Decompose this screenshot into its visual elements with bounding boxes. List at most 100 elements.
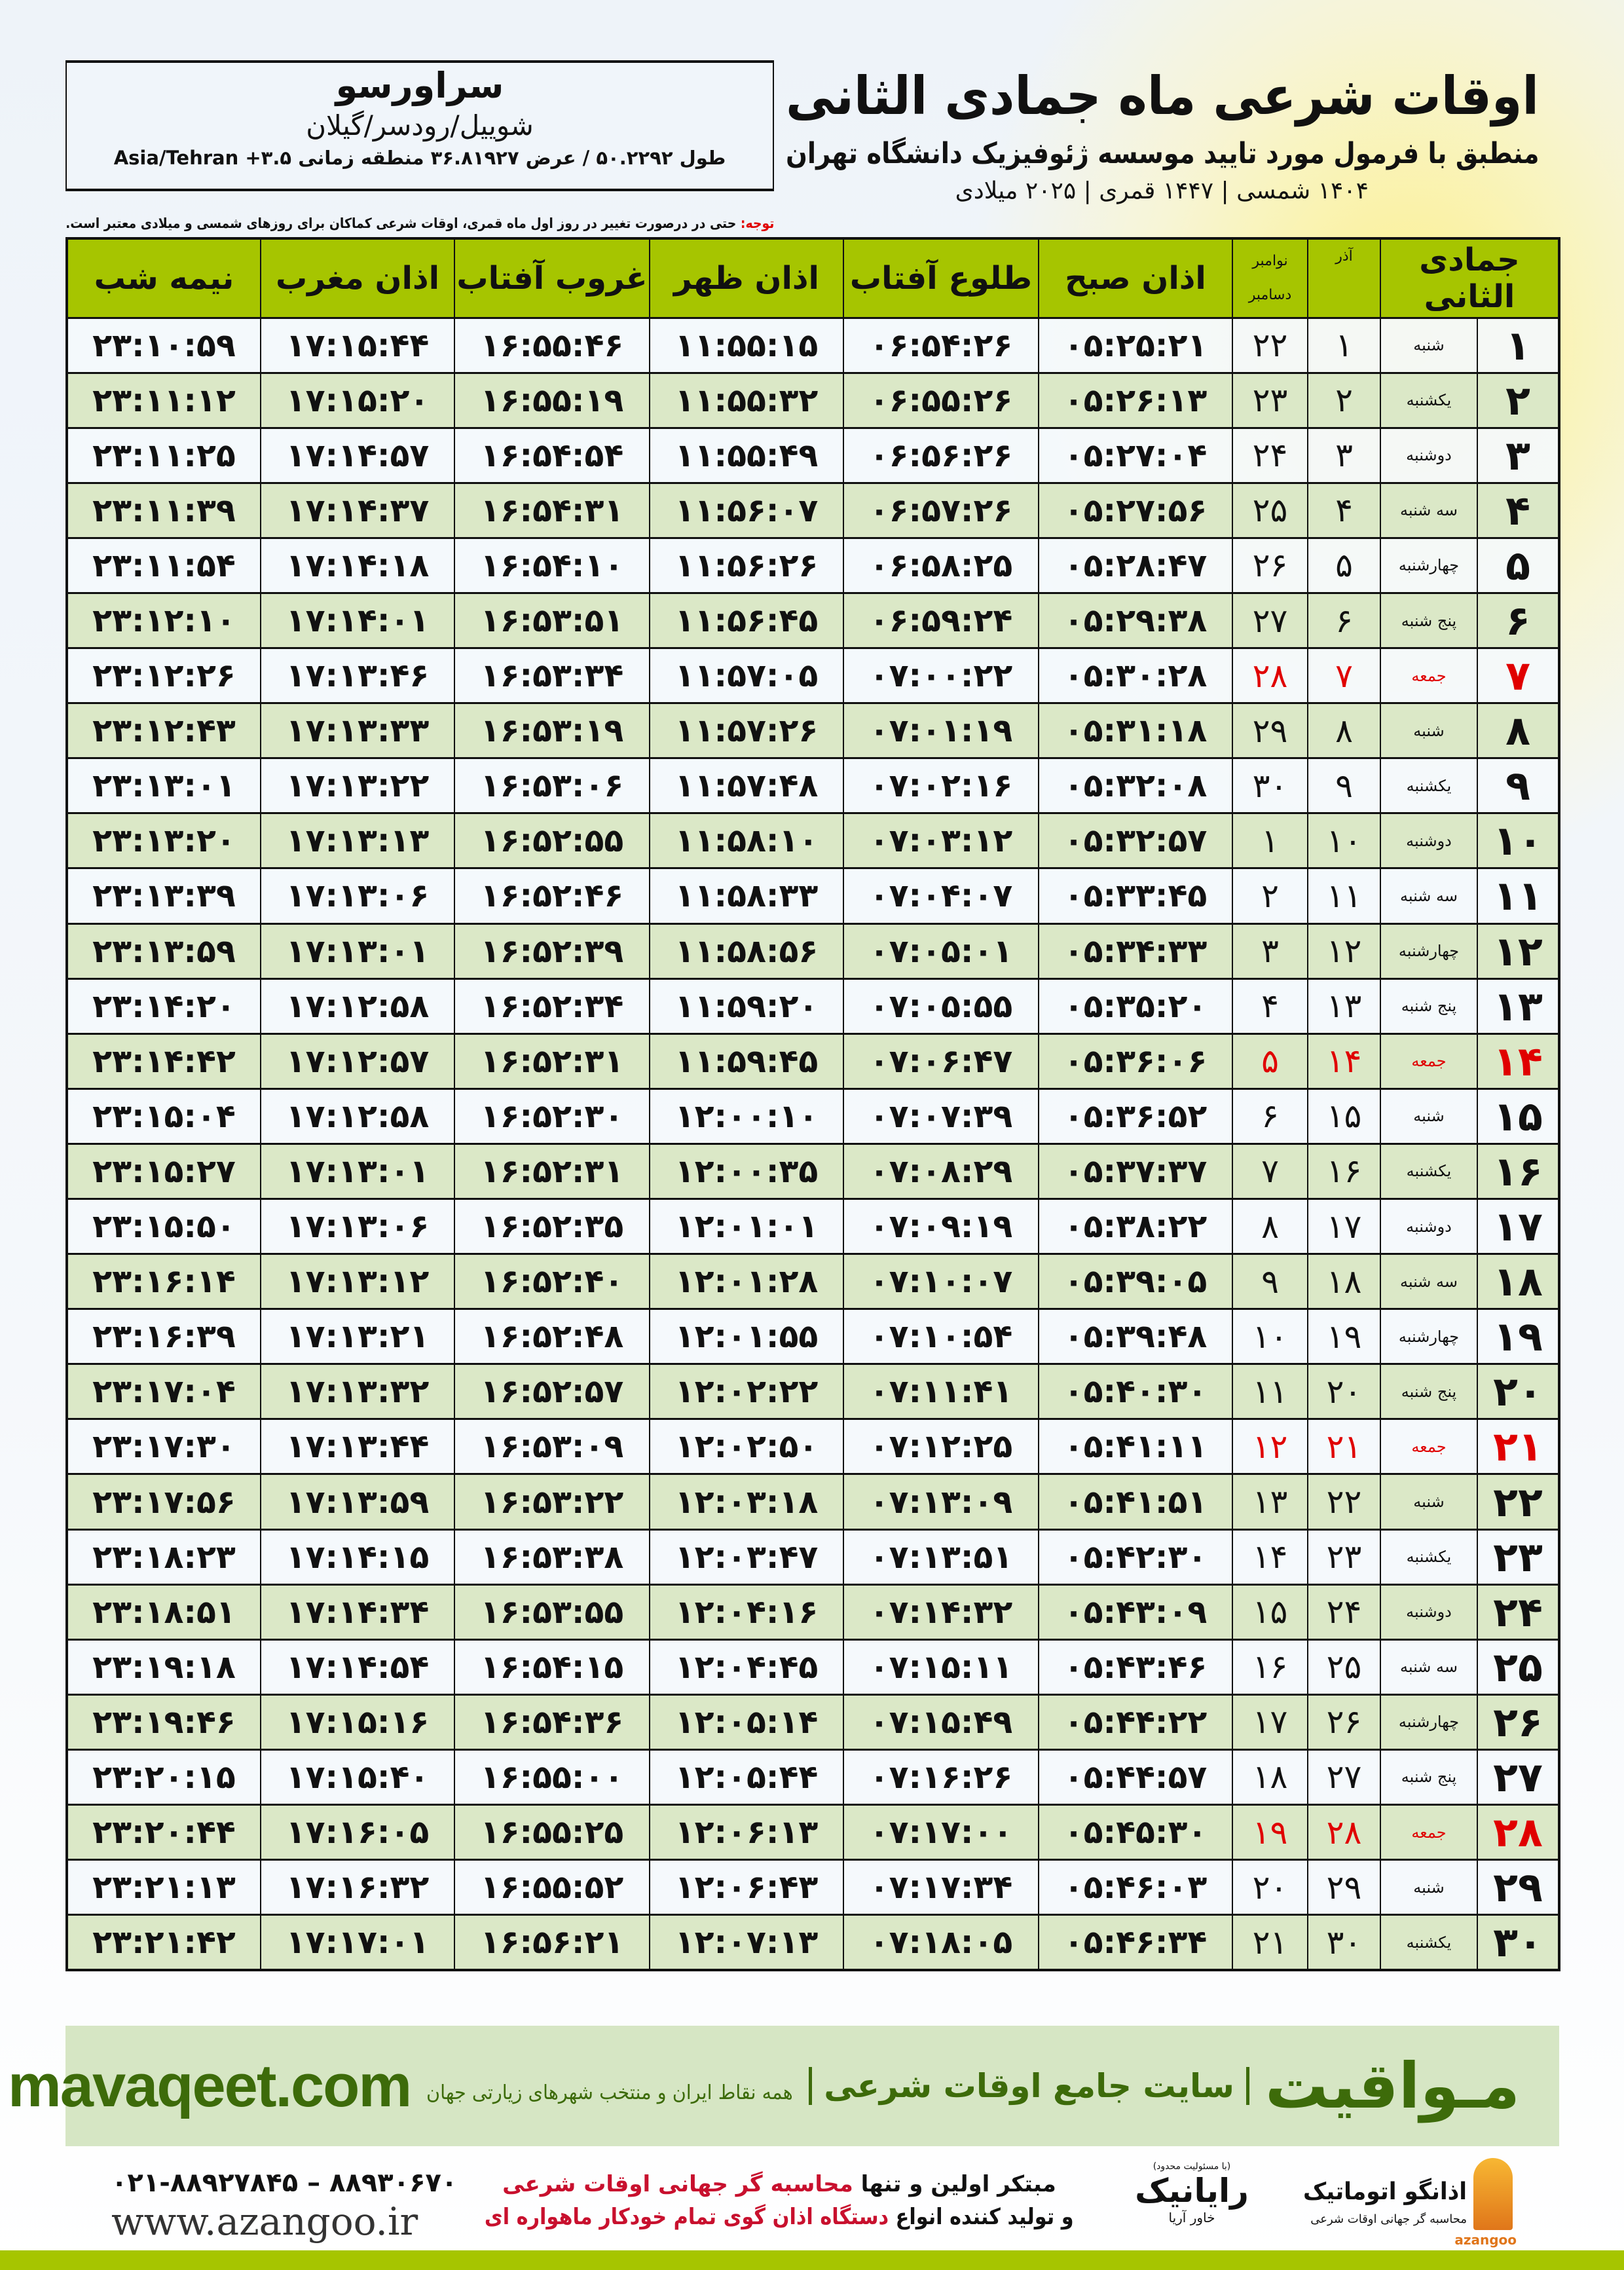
weekday: یکشنبه [1380, 757, 1478, 815]
col-sunrise: طلوع آفتاب [843, 238, 1039, 318]
bottom-bar [0, 2250, 1624, 2270]
hijri-day: ۲۳ [1477, 1528, 1560, 1586]
sunrise-time: ۰۶:۵۶:۲۶ [843, 426, 1039, 484]
table-row: ۲۲ شنبه ۲۲ ۱۳ ۰۵:۴۱:۵۱ ۰۷:۱۳:۰۹ ۱۲:۰۳:۱۸ ۱۶:۵۳:… [66, 1473, 1560, 1531]
maghrib-time: ۱۷:۱۴:۱۸ [260, 536, 455, 594]
weekday: جمعه [1380, 1418, 1478, 1476]
midnight-time: ۲۳:۲۱:۱۳ [66, 1859, 261, 1916]
year-line: ۱۴۰۴ شمسی | ۱۴۴۷ قمری | ۲۰۲۵ میلادی [955, 177, 1369, 204]
dhuhr-time: ۱۲:۰۵:۱۴ [649, 1693, 844, 1751]
table-row: ۷ جمعه ۷ ۲۸ ۰۵:۳۰:۲۸ ۰۷:۰۰:۲۲ ۱۱:۵۷:۰۵ ۱۶:۵۳:۳۴… [66, 647, 1560, 705]
dhuhr-time: ۱۱:۵۹:۴۵ [649, 1032, 844, 1090]
coordinates: طول ۵۰.۲۲۹۲ / عرض ۳۶.۸۱۹۲۷ منطقه زمانی ۳… [113, 147, 726, 169]
site-link[interactable]: mavaqeet.com [7, 2052, 412, 2119]
fajr-time: ۰۵:۴۴:۲۲ [1038, 1693, 1233, 1751]
azar-day: ۲۸ [1307, 1804, 1381, 1861]
fajr-time: ۰۵:۴۳:۰۹ [1038, 1583, 1233, 1641]
table-row: ۱ شنبه ۱ ۲۲ ۰۵:۲۵:۲۱ ۰۶:۵۴:۲۶ ۱۱:۵۵:۱۵ ۱۶:۵۵:۴۶… [66, 316, 1560, 374]
midnight-time: ۲۳:۲۱:۴۲ [66, 1914, 261, 1971]
maghrib-time: ۱۷:۱۵:۴۰ [260, 1748, 455, 1806]
weekday: شنبه [1380, 1859, 1478, 1916]
hijri-day: ۱۲ [1477, 922, 1560, 980]
fajr-time: ۰۵:۳۴:۳۳ [1038, 922, 1233, 980]
fajr-time: ۰۵:۳۲:۰۸ [1038, 757, 1233, 815]
midnight-time: ۲۳:۱۲:۱۰ [66, 591, 261, 650]
sunset-time: ۱۶:۵۲:۳۵ [454, 1197, 650, 1256]
weekday: پنج شنبه [1380, 977, 1478, 1035]
table-row: ۹ یکشنبه ۹ ۳۰ ۰۵:۳۲:۰۸ ۰۷:۰۲:۱۶ ۱۱:۵۷:۴۸ ۱۶:۵۳:… [66, 757, 1560, 815]
weekday: چهارشنبه [1380, 1308, 1478, 1366]
rayanik-note: (با مسئولیت محدود) [1153, 2161, 1231, 2172]
sunrise-time: ۰۷:۱۳:۵۱ [843, 1528, 1039, 1586]
fajr-time: ۰۵:۳۹:۴۸ [1038, 1308, 1233, 1366]
weekday: یکشنبه [1380, 371, 1478, 429]
weekday: دوشنبه [1380, 426, 1478, 484]
maghrib-time: ۱۷:۱۲:۵۷ [260, 1032, 455, 1090]
table-row: ۳۰ یکشنبه ۳۰ ۲۱ ۰۵:۴۶:۳۴ ۰۷:۱۸:۰۵ ۱۲:۰۷:۱۳ ۱۶:۵… [66, 1914, 1560, 1971]
sunrise-time: ۰۷:۱۲:۲۵ [843, 1418, 1039, 1476]
fajr-time: ۰۵:۴۴:۵۷ [1038, 1748, 1233, 1806]
table-row: ۵ چهارشنبه ۵ ۲۶ ۰۵:۲۸:۴۷ ۰۶:۵۸:۲۵ ۱۱:۵۶:۲۶ ۱۶:۵… [66, 536, 1560, 594]
sunrise-time: ۰۶:۵۵:۲۶ [843, 371, 1039, 429]
midnight-time: ۲۳:۱۲:۴۳ [66, 702, 261, 760]
fajr-time: ۰۵:۳۶:۵۲ [1038, 1087, 1233, 1145]
azar-day: ۲۴ [1307, 1583, 1381, 1641]
weekday: شنبه [1380, 316, 1478, 374]
table-row: ۱۲ چهارشنبه ۱۲ ۳ ۰۵:۳۴:۳۳ ۰۷:۰۵:۰۱ ۱۱:۵۸:۵۶ ۱۶:… [66, 922, 1560, 980]
location-box: سراورسو شوییل/رودسر/گیلان طول ۵۰.۲۲۹۲ / … [65, 60, 774, 191]
maghrib-time: ۱۷:۱۴:۰۱ [260, 591, 455, 650]
maghrib-time: ۱۷:۱۳:۲۲ [260, 757, 455, 815]
table-row: ۱۸ سه شنبه ۱۸ ۹ ۰۵:۳۹:۰۵ ۰۷:۱۰:۰۷ ۱۲:۰۱:۲۸ ۱۶:۵… [66, 1253, 1560, 1311]
weekday: جمعه [1380, 1804, 1478, 1861]
azar-day: ۱ [1307, 316, 1381, 374]
gregorian-day: ۱۱ [1232, 1363, 1308, 1421]
azar-day: ۵ [1307, 536, 1381, 594]
hijri-day: ۱۶ [1477, 1142, 1560, 1200]
sunset-time: ۱۶:۵۵:۴۶ [454, 316, 650, 374]
sunset-time: ۱۶:۵۳:۵۵ [454, 1583, 650, 1641]
table-row: ۲۷ پنج شنبه ۲۷ ۱۸ ۰۵:۴۴:۵۷ ۰۷:۱۶:۲۶ ۱۲:۰۵:۴۴ ۱۶… [66, 1748, 1560, 1806]
hijri-day: ۵ [1477, 536, 1560, 594]
gregorian-day: ۴ [1232, 977, 1308, 1035]
sunrise-time: ۰۶:۵۸:۲۵ [843, 536, 1039, 594]
table-row: ۲۰ پنج شنبه ۲۰ ۱۱ ۰۵:۴۰:۳۰ ۰۷:۱۱:۴۱ ۱۲:۰۲:۲۲ ۱۶… [66, 1363, 1560, 1421]
dhuhr-time: ۱۲:۰۷:۱۳ [649, 1914, 844, 1971]
table-row: ۱۷ دوشنبه ۱۷ ۸ ۰۵:۳۸:۲۲ ۰۷:۰۹:۱۹ ۱۲:۰۱:۰۱ ۱۶:۵۲… [66, 1197, 1560, 1256]
gregorian-day: ۱ [1232, 812, 1308, 870]
maghrib-time: ۱۷:۱۵:۲۰ [260, 371, 455, 429]
sunset-time: ۱۶:۵۳:۱۹ [454, 702, 650, 760]
gregorian-day: ۱۷ [1232, 1693, 1308, 1751]
table-row: ۱۰ دوشنبه ۱۰ ۱ ۰۵:۳۲:۵۷ ۰۷:۰۳:۱۲ ۱۱:۵۸:۱۰ ۱۶:۵۲… [66, 812, 1560, 870]
maghrib-time: ۱۷:۱۵:۱۶ [260, 1693, 455, 1751]
midnight-time: ۲۳:۱۷:۰۴ [66, 1363, 261, 1421]
sunset-time: ۱۶:۵۲:۳۴ [454, 977, 650, 1035]
rayanik-logo: (با مسئولیت محدود) رایانیک خاور آریا [1113, 2161, 1270, 2240]
gregorian-day: ۹ [1232, 1253, 1308, 1311]
azar-day: ۱۰ [1307, 812, 1381, 870]
azangoo-latin: azangoo [1454, 2232, 1517, 2248]
hijri-day: ۷ [1477, 647, 1560, 705]
fajr-time: ۰۵:۲۵:۲۱ [1038, 316, 1233, 374]
website-link[interactable]: www.azangoo.ir [111, 2199, 418, 2244]
hijri-day: ۱۹ [1477, 1308, 1560, 1366]
dhuhr-time: ۱۱:۵۶:۰۷ [649, 481, 844, 539]
midnight-time: ۲۳:۱۱:۳۹ [66, 481, 261, 539]
sunrise-time: ۰۷:۰۵:۵۵ [843, 977, 1039, 1035]
sunset-time: ۱۶:۵۲:۴۶ [454, 867, 650, 925]
azar-day: ۱۵ [1307, 1087, 1381, 1145]
azar-day: ۹ [1307, 757, 1381, 815]
gregorian-day: ۲ [1232, 867, 1308, 925]
promo-line2: و تولید کننده انواع [889, 2204, 1074, 2230]
maghrib-time: ۱۷:۱۴:۳۷ [260, 481, 455, 539]
fajr-time: ۰۵:۴۳:۴۶ [1038, 1638, 1233, 1696]
hijri-day: ۱۸ [1477, 1253, 1560, 1311]
weekday: شنبه [1380, 1473, 1478, 1531]
gregorian-day: ۱۳ [1232, 1473, 1308, 1531]
azar-day: ۱۳ [1307, 977, 1381, 1035]
fajr-time: ۰۵:۲۶:۱۳ [1038, 371, 1233, 429]
dhuhr-time: ۱۲:۰۱:۲۸ [649, 1253, 844, 1311]
weekday: چهارشنبه [1380, 922, 1478, 980]
dhuhr-time: ۱۲:۰۱:۵۵ [649, 1308, 844, 1366]
maghrib-time: ۱۷:۱۳:۰۱ [260, 922, 455, 980]
azangoo-logo: اذانگو اتوماتیک محاسبه گر جهانی اوقات شر… [1297, 2155, 1519, 2248]
